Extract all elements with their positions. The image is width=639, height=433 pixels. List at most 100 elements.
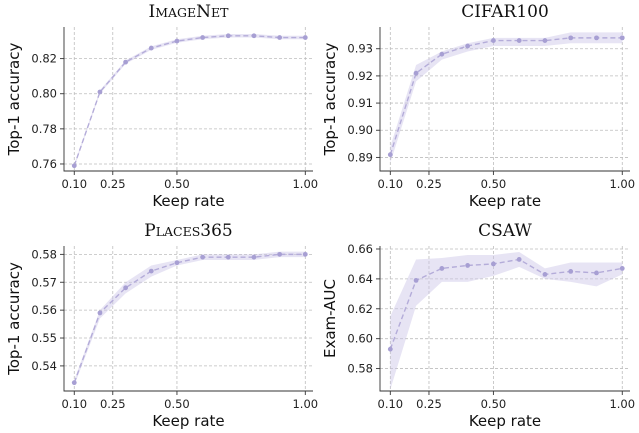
data-point (174, 260, 180, 266)
x-tick-label: 0.25 (416, 177, 442, 191)
x-tick-label: 0.10 (378, 177, 404, 191)
y-tick-label: 0.90 (347, 123, 373, 137)
x-tick-label: 0.10 (61, 177, 87, 191)
data-point (97, 89, 103, 95)
x-tick-label: 0.25 (100, 397, 126, 411)
data-point (251, 33, 257, 39)
data-point (200, 35, 206, 40)
data-point (71, 380, 77, 386)
x-tick-label: 0.25 (100, 177, 126, 191)
axes-spine (63, 27, 313, 172)
chart-panel-1: 0.10 0.25 0.50 1.00 0.76 0.78 0.80 0.82 IMAGENET… (5, 2, 318, 210)
y-tick-label: 0.58 (347, 362, 373, 376)
confidence-band (74, 34, 306, 168)
y-tick-label: 0.91 (347, 96, 373, 110)
y-axis-label: Top-1 accuracy (5, 43, 23, 157)
chart-title-part: ET (211, 5, 229, 20)
confidence-band (390, 251, 623, 390)
data-point (594, 35, 599, 41)
data-point (568, 269, 574, 274)
chart-title-part: MAGE (155, 5, 196, 20)
data-point (491, 38, 496, 43)
series-line (73, 253, 306, 383)
data-point (225, 33, 231, 39)
y-tick-label: 0.64 (347, 272, 373, 286)
data-point (568, 35, 574, 41)
data-point (542, 272, 548, 277)
data-point (413, 70, 419, 76)
chart-title: CSAW (478, 221, 532, 241)
data-point (516, 38, 522, 43)
series-line (73, 35, 306, 166)
x-tick-label: 0.50 (481, 177, 507, 191)
chart-title-part: I (149, 2, 156, 22)
chart-title: CIFAR100 (461, 2, 549, 22)
data-point (619, 266, 625, 271)
y-tick-label: 0.92 (347, 69, 373, 83)
x-tick-label: 0.50 (164, 397, 190, 411)
chart-title-part: N (196, 2, 211, 22)
data-point (148, 268, 154, 274)
x-tick-label: 1.00 (609, 397, 635, 411)
series-line (389, 37, 623, 155)
data-point (619, 35, 625, 41)
y-tick-label: 0.78 (31, 122, 57, 136)
chart-title-part: CIFAR100 (461, 2, 549, 22)
x-axis-label: Keep rate (469, 192, 541, 210)
chart-title-part: 365 (200, 221, 232, 241)
x-tick-label: 1.00 (292, 397, 318, 411)
y-tick-label: 0.66 (347, 242, 373, 256)
data-point (277, 35, 283, 40)
data-point (302, 35, 308, 40)
x-axis-label: Keep rate (152, 412, 224, 430)
data-point (71, 163, 77, 169)
confidence-band (74, 251, 306, 386)
axes-spine (379, 27, 630, 172)
y-tick-label: 0.82 (31, 52, 57, 66)
confidence-band (390, 32, 623, 163)
axes-spine (63, 246, 313, 392)
y-tick-label: 0.76 (31, 157, 57, 171)
y-tick-label: 0.55 (31, 331, 57, 345)
data-point (302, 251, 308, 257)
y-tick-label: 0.58 (31, 247, 57, 261)
y-tick-label: 0.56 (31, 303, 57, 317)
x-tick-label: 0.50 (481, 397, 507, 411)
x-tick-label: 0.50 (164, 177, 190, 191)
data-point (123, 285, 129, 291)
data-point (542, 38, 548, 43)
chart-title-part: CSAW (478, 221, 532, 241)
data-point (594, 270, 599, 276)
y-axis-label: Top-1 accuracy (321, 43, 339, 157)
data-point (516, 257, 522, 262)
y-tick-label: 0.57 (31, 275, 57, 289)
chart-title: IMAGENET (149, 2, 230, 22)
y-tick-label: 0.54 (31, 359, 57, 373)
y-tick-label: 0.80 (31, 87, 57, 101)
axes-spine (379, 246, 630, 392)
data-point (413, 277, 419, 283)
data-point (465, 263, 471, 268)
x-tick-label: 1.00 (609, 177, 635, 191)
chart-title: PLACES365 (144, 221, 233, 241)
y-axis-label: Top-1 accuracy (5, 262, 23, 376)
data-point (465, 43, 471, 49)
data-point (97, 310, 103, 316)
chart-panel-2: 0.10 0.25 0.50 1.00 0.89 0.90 0.91 0.92 0.93 CIFA… (321, 2, 635, 210)
y-axis-label: Exam-AUC (321, 279, 339, 358)
data-point (277, 251, 283, 257)
chart-title-part: P (144, 221, 155, 241)
data-point (225, 254, 231, 260)
y-tick-label: 0.93 (347, 42, 373, 56)
x-tick-label: 1.00 (292, 177, 318, 191)
data-point (148, 45, 154, 51)
data-point (174, 38, 180, 44)
x-tick-label: 0.10 (61, 397, 87, 411)
series-line (389, 258, 623, 350)
chart-title-part: LACES (156, 224, 201, 239)
x-axis-label: Keep rate (469, 412, 541, 430)
data-point (439, 266, 445, 271)
data-point (387, 346, 393, 352)
data-point (387, 152, 393, 158)
